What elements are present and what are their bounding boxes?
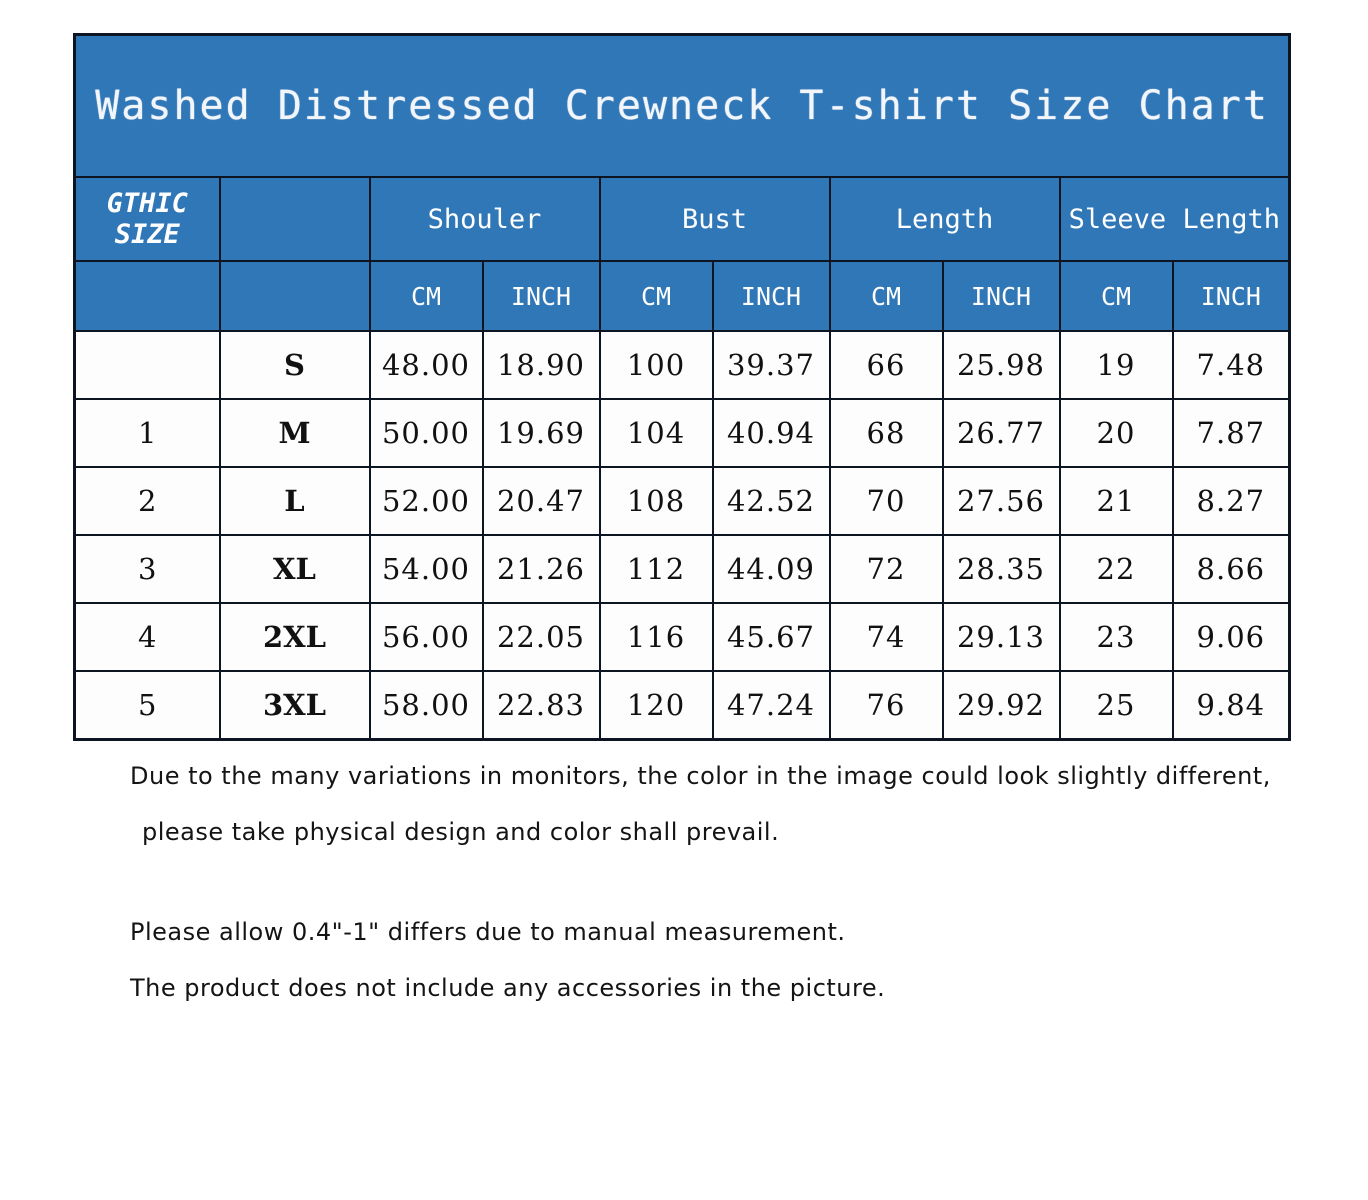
page-title: Washed Distressed Crewneck T-shirt Size … xyxy=(73,33,1291,178)
unit-header-bust-inch: INCH xyxy=(711,260,831,332)
header-size-blank xyxy=(218,176,371,262)
cell-length-cm: 68 xyxy=(828,398,944,468)
size-chart-table-container: Washed Distressed Crewneck T-shirt Size … xyxy=(73,33,1292,741)
cell-bust-cm: 100 xyxy=(598,330,714,400)
cell-bust-cm: 116 xyxy=(598,602,714,672)
disclaimer-notes: Due to the many variations in monitors, … xyxy=(130,748,1310,1016)
cell-bust-inch: 44.09 xyxy=(711,534,831,604)
table-row: 1 M 50.00 19.69 104 40.94 68 26.77 20 7.… xyxy=(73,398,1291,468)
cell-sleeve-cm: 19 xyxy=(1058,330,1174,400)
unit-header-spacer-size xyxy=(218,260,371,332)
cell-shoulder-cm: 50.00 xyxy=(368,398,484,468)
cell-shoulder-cm: 52.00 xyxy=(368,466,484,536)
cell-length-cm: 74 xyxy=(828,602,944,672)
unit-header-sleeve-cm: CM xyxy=(1058,260,1174,332)
unit-header-bust-cm: CM xyxy=(598,260,714,332)
cell-shoulder-cm: 54.00 xyxy=(368,534,484,604)
cell-sleeve-inch: 8.66 xyxy=(1171,534,1291,604)
cell-sleeve-cm: 23 xyxy=(1058,602,1174,672)
note-accessories-excluded: The product does not include any accesso… xyxy=(130,974,886,1002)
cell-gthic-index: 4 xyxy=(73,602,221,672)
unit-header-length-inch: INCH xyxy=(941,260,1061,332)
cell-sleeve-cm: 25 xyxy=(1058,670,1174,741)
header-group-shoulder: Shouler xyxy=(368,176,601,262)
header-gthic-size: GTHIC SIZE xyxy=(73,176,221,262)
unit-header-shoulder-cm: CM xyxy=(368,260,484,332)
cell-length-inch: 26.77 xyxy=(941,398,1061,468)
note-monitor-variation-line1: Due to the many variations in monitors, … xyxy=(130,762,1271,790)
cell-length-inch: 28.35 xyxy=(941,534,1061,604)
cell-shoulder-inch: 22.83 xyxy=(481,670,601,741)
cell-shoulder-inch: 20.47 xyxy=(481,466,601,536)
cell-bust-cm: 108 xyxy=(598,466,714,536)
cell-length-inch: 29.92 xyxy=(941,670,1061,741)
cell-bust-inch: 47.24 xyxy=(711,670,831,741)
unit-header-sleeve-inch: INCH xyxy=(1171,260,1291,332)
cell-length-cm: 72 xyxy=(828,534,944,604)
cell-size-label: S xyxy=(218,330,371,400)
cell-bust-inch: 40.94 xyxy=(711,398,831,468)
group-header-row: GTHIC SIZE Shouler Bust Length Sleeve Le… xyxy=(73,176,1291,262)
cell-bust-cm: 120 xyxy=(598,670,714,741)
cell-sleeve-inch: 8.27 xyxy=(1171,466,1291,536)
cell-gthic-index: 5 xyxy=(73,670,221,741)
unit-header-length-cm: CM xyxy=(828,260,944,332)
cell-length-inch: 27.56 xyxy=(941,466,1061,536)
header-group-length: Length xyxy=(828,176,1061,262)
table-row: 5 3XL 58.00 22.83 120 47.24 76 29.92 25 … xyxy=(73,670,1291,741)
header-group-sleeve-length: Sleeve Length xyxy=(1058,176,1291,262)
cell-gthic-index: 3 xyxy=(73,534,221,604)
header-group-bust: Bust xyxy=(598,176,831,262)
cell-shoulder-inch: 22.05 xyxy=(481,602,601,672)
cell-length-cm: 66 xyxy=(828,330,944,400)
cell-size-label: L xyxy=(218,466,371,536)
cell-bust-inch: 45.67 xyxy=(711,602,831,672)
cell-length-inch: 29.13 xyxy=(941,602,1061,672)
cell-gthic-index: 2 xyxy=(73,466,221,536)
unit-header-spacer-gthic xyxy=(73,260,221,332)
cell-shoulder-cm: 58.00 xyxy=(368,670,484,741)
cell-sleeve-inch: 9.06 xyxy=(1171,602,1291,672)
table-row: 3 XL 54.00 21.26 112 44.09 72 28.35 22 8… xyxy=(73,534,1291,604)
cell-bust-inch: 39.37 xyxy=(711,330,831,400)
cell-shoulder-inch: 21.26 xyxy=(481,534,601,604)
cell-shoulder-cm: 48.00 xyxy=(368,330,484,400)
cell-length-cm: 70 xyxy=(828,466,944,536)
cell-sleeve-cm: 20 xyxy=(1058,398,1174,468)
cell-bust-cm: 104 xyxy=(598,398,714,468)
table-row: 4 2XL 56.00 22.05 116 45.67 74 29.13 23 … xyxy=(73,602,1291,672)
cell-gthic-index: 1 xyxy=(73,398,221,468)
cell-bust-cm: 112 xyxy=(598,534,714,604)
cell-sleeve-inch: 7.48 xyxy=(1171,330,1291,400)
unit-header-shoulder-inch: INCH xyxy=(481,260,601,332)
cell-size-label: M xyxy=(218,398,371,468)
cell-bust-inch: 42.52 xyxy=(711,466,831,536)
cell-size-label: 3XL xyxy=(218,670,371,741)
cell-sleeve-cm: 22 xyxy=(1058,534,1174,604)
cell-sleeve-cm: 21 xyxy=(1058,466,1174,536)
cell-sleeve-inch: 9.84 xyxy=(1171,670,1291,741)
table-row: 2 L 52.00 20.47 108 42.52 70 27.56 21 8.… xyxy=(73,466,1291,536)
note-measurement-tolerance: Please allow 0.4"-1" differs due to manu… xyxy=(130,918,846,946)
cell-size-label: XL xyxy=(218,534,371,604)
cell-shoulder-inch: 19.69 xyxy=(481,398,601,468)
unit-header-row: CM INCH CM INCH CM INCH CM INCH xyxy=(73,260,1291,332)
cell-size-label: 2XL xyxy=(218,602,371,672)
cell-shoulder-inch: 18.90 xyxy=(481,330,601,400)
note-spacer xyxy=(130,860,1310,904)
table-row: S 48.00 18.90 100 39.37 66 25.98 19 7.48 xyxy=(73,330,1291,400)
cell-length-inch: 25.98 xyxy=(941,330,1061,400)
cell-shoulder-cm: 56.00 xyxy=(368,602,484,672)
table-title-row: Washed Distressed Crewneck T-shirt Size … xyxy=(73,33,1291,178)
cell-length-cm: 76 xyxy=(828,670,944,741)
cell-sleeve-inch: 7.87 xyxy=(1171,398,1291,468)
note-monitor-variation-line2: please take physical design and color sh… xyxy=(142,818,780,846)
cell-gthic-index xyxy=(73,330,221,400)
size-chart-table: Washed Distressed Crewneck T-shirt Size … xyxy=(73,33,1292,741)
